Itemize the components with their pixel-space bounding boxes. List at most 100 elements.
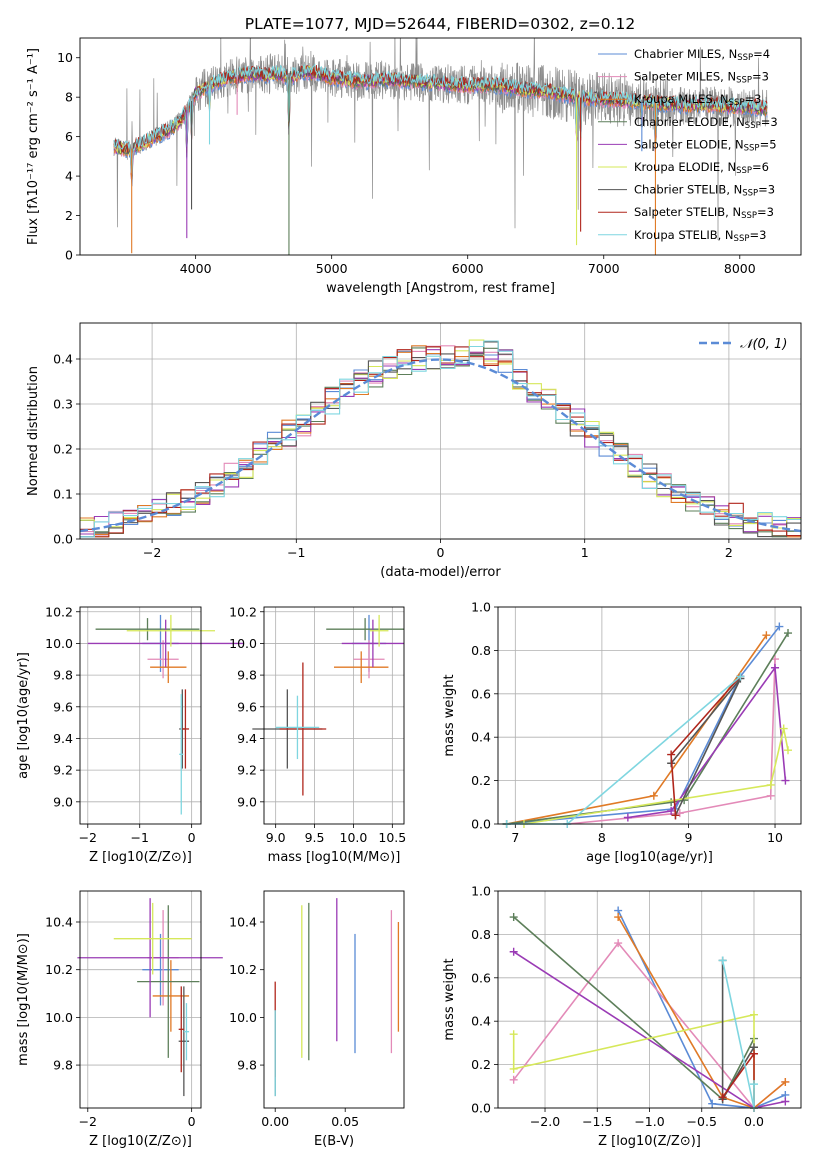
x-tick-label: 7 <box>511 830 519 845</box>
error-bar-point <box>179 694 184 815</box>
y-tick-label: 10 <box>57 50 73 65</box>
plus-marker <box>749 1080 758 1089</box>
plus-marker <box>614 939 623 948</box>
y-tick-label: 10.0 <box>229 636 257 651</box>
x-axis-label: (data-model)/error <box>380 565 501 580</box>
series-7 <box>718 956 758 1104</box>
y-tick-label: 0.0 <box>471 1101 491 1116</box>
series-line <box>617 910 786 1109</box>
x-axis-label: Z [log10(Z/Z⊙)] <box>89 1134 192 1149</box>
legend-entry: Chabrier ELODIE, NSSP=3 <box>634 115 778 131</box>
series-line <box>506 626 781 825</box>
plus-marker <box>781 1097 790 1106</box>
x-tick-label: −1 <box>131 830 149 845</box>
plus-marker <box>781 776 790 785</box>
y-tick-label: 9.8 <box>237 668 257 683</box>
plus-marker <box>708 1099 717 1108</box>
x-tick-label: 0 <box>188 830 196 845</box>
x-axis-label: E(B-V) <box>314 1134 354 1149</box>
y-tick-label: 0.6 <box>471 970 491 985</box>
plus-marker <box>779 724 788 733</box>
model-spectrum-9 <box>113 63 768 175</box>
error-bar-point <box>150 651 187 684</box>
y-tick-label: 1.0 <box>471 600 491 615</box>
y-tick-label: 10.0 <box>45 1010 73 1025</box>
y-tick-label: 0.8 <box>471 927 491 942</box>
axes-frame <box>263 890 405 1109</box>
plus-marker <box>766 791 775 800</box>
plot-area <box>509 906 790 1112</box>
y-tick-label: 10.4 <box>45 915 73 930</box>
histograms <box>80 339 801 538</box>
error-bar-point <box>113 902 192 975</box>
y-tick-label: 9.2 <box>237 763 257 778</box>
y-axis-label: mass weight <box>442 674 457 756</box>
panel-4: 9.0 9.5 10.0 10.5 9.0 9.2 9.4 9.6 9.8 10.0 10.2 mas… <box>229 604 406 865</box>
y-tick-label: 9.6 <box>237 699 257 714</box>
plot-area <box>502 622 793 828</box>
panel-5: 7 8 9 10 0.0 0.2 0.4 0.6 0.8 1.0 age [log10(age/yr… <box>442 600 802 865</box>
plus-marker <box>718 1093 727 1102</box>
y-tick-label: 9.0 <box>53 794 73 809</box>
error-bar-point <box>275 695 320 760</box>
y-tick-label: 0.4 <box>471 1014 491 1029</box>
panel-2: −2 −1 0 1 2 0.0 0.1 0.2 0.3 0.4 𝒩(0, 1) (data-model… <box>26 322 802 580</box>
plus-marker <box>667 806 676 815</box>
plus-marker <box>509 1030 518 1039</box>
y-tick-label: 0.6 <box>471 686 491 701</box>
x-tick-label: 1 <box>581 545 589 560</box>
plus-marker <box>749 1010 758 1019</box>
y-tick-label: 0.4 <box>53 352 73 367</box>
legend-entry: Kroupa MILES, NSSP=3 <box>634 92 761 108</box>
plus-marker <box>736 672 745 681</box>
plus-marker <box>509 947 518 956</box>
y-tick-label: 9.6 <box>53 699 73 714</box>
axes-frame <box>79 37 802 256</box>
error-bar-point <box>326 618 404 641</box>
legend-entry: Chabrier MILES, NSSP=4 <box>634 47 770 63</box>
plot-area <box>77 898 223 1097</box>
y-tick-label: 0.4 <box>471 730 491 745</box>
plus-marker <box>784 746 793 755</box>
series-line <box>721 1051 755 1108</box>
x-tick-label: −1.5 <box>582 1114 612 1129</box>
series-5 <box>623 663 790 822</box>
y-tick-label: 10.4 <box>229 915 257 930</box>
y-tick-label: 0.2 <box>471 773 491 788</box>
plus-marker <box>775 622 784 631</box>
y-tick-label: 0.2 <box>53 442 73 457</box>
series-line <box>721 960 755 1109</box>
plus-marker <box>771 663 780 672</box>
legend-entry: Salpeter MILES, NSSP=3 <box>634 70 769 86</box>
y-tick-label: 6 <box>65 129 73 144</box>
error-bar-point <box>183 1003 190 1061</box>
error-bar-point <box>279 662 327 796</box>
panel-6: −2 0 9.8 10.0 10.2 10.4 Z [log10(Z/Z⊙)] mass [l… <box>16 890 223 1149</box>
plus-marker <box>667 750 676 759</box>
plus-marker <box>671 811 680 820</box>
x-tick-label: −2 <box>143 545 161 560</box>
series-line <box>523 728 789 825</box>
error-bar-point <box>95 618 200 641</box>
axes-frame <box>497 890 802 1109</box>
y-tick-label: 9.4 <box>237 731 257 746</box>
x-tick-label: 4000 <box>180 261 212 276</box>
spectrum <box>113 38 768 255</box>
y-tick-label: 0.0 <box>53 532 73 547</box>
y-tick-label: 10.0 <box>45 636 73 651</box>
y-tick-label: 8 <box>65 90 73 105</box>
x-tick-label: −1 <box>287 545 305 560</box>
axes-frame <box>79 322 802 540</box>
y-tick-label: 2 <box>65 208 73 223</box>
y-tick-label: 9.4 <box>53 731 73 746</box>
plus-marker <box>749 1049 758 1058</box>
y-tick-label: 9.8 <box>53 668 73 683</box>
error-bar-point <box>181 689 190 769</box>
legend-entry: Kroupa STELIB, NSSP=3 <box>634 228 766 244</box>
x-tick-label: 10.0 <box>340 830 368 845</box>
x-tick-label: 10.5 <box>378 830 406 845</box>
series-line <box>617 916 786 1109</box>
error-bar-point <box>142 933 179 1006</box>
y-tick-label: 1.0 <box>471 884 491 899</box>
